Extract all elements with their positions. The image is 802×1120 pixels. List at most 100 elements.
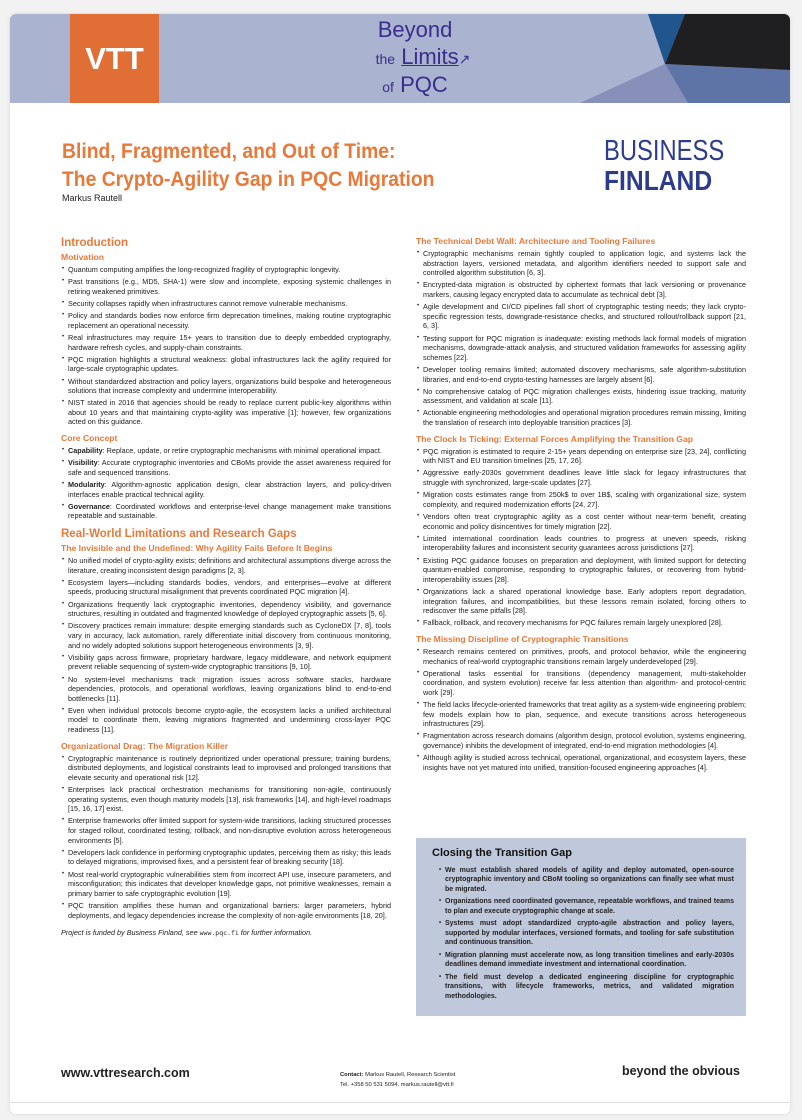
list-item: Quantum computing amplifies the long-rec… xyxy=(61,265,391,275)
list-item: Capability: Replace, update, or retire c… xyxy=(61,446,391,456)
event-logo-line1: Beyond xyxy=(377,17,453,42)
poster-title: Blind, Fragmented, and Out of Time: The … xyxy=(62,138,434,194)
list-item: Testing support for PQC migration is ina… xyxy=(416,334,746,363)
list-item: Enterprise frameworks offer limited supp… xyxy=(61,816,391,845)
footer-website[interactable]: www.vttresearch.com xyxy=(61,1066,190,1080)
event-logo: Beyond the Limits↗ of PQC xyxy=(310,16,510,100)
closing-list: We must establish shared models of agili… xyxy=(438,866,734,1001)
poster: VTT Beyond the Limits↗ of PQC Blind, Fra… xyxy=(10,14,790,1114)
footer-tagline: beyond the obvious xyxy=(621,1064,740,1078)
list-item: Migration planning must accelerate now, … xyxy=(438,951,734,970)
discipline-list: Research remains centered on primitives,… xyxy=(416,647,746,773)
closing-box: Closing the Transition Gap We must estab… xyxy=(416,838,746,1016)
title-line1: Blind, Fragmented, and Out of Time: xyxy=(62,140,396,163)
author: Markus Rautell xyxy=(62,193,123,203)
list-item: Security collapses rapidly when infrastr… xyxy=(61,299,391,309)
subheading-motivation: Motivation xyxy=(61,252,104,262)
list-item: Past transitions (e.g., MD5, SHA-1) were… xyxy=(61,277,391,296)
list-item: Migration costs estimates range from 250… xyxy=(416,490,746,509)
list-item: Encrypted-data migration is obstructed b… xyxy=(416,280,746,299)
section-heading-gaps: Real-World Limitations and Research Gaps xyxy=(61,528,297,540)
list-item: No comprehensive catalog of PQC migratio… xyxy=(416,387,746,406)
list-item: Enterprises lack practical orchestration… xyxy=(61,785,391,814)
list-item: Cryptographic mechanisms remain tightly … xyxy=(416,249,746,278)
contact-tel: Tel. +358 50 531 5094, markus.rautell@vt… xyxy=(340,1082,454,1088)
drag-list: Cryptographic maintenance is routinely d… xyxy=(61,754,391,920)
contact-label: Contact: xyxy=(340,1072,364,1078)
business-finland-logo: BUSINESS FINLAND xyxy=(604,136,751,196)
list-item: Operational tasks essential for transiti… xyxy=(416,669,746,698)
list-item: Without standardized abstraction and pol… xyxy=(61,377,391,396)
list-item: No unified model of crypto-agility exist… xyxy=(61,556,391,575)
list-item: Organizations need coordinated governanc… xyxy=(438,897,734,916)
list-item: Cryptographic maintenance is routinely d… xyxy=(61,754,391,783)
funding-note: Project is funded by Business Finland, s… xyxy=(61,928,391,939)
term: Governance xyxy=(68,501,110,511)
right-column: The Technical Debt Wall: Architecture an… xyxy=(416,234,746,778)
header-band: VTT Beyond the Limits↗ of PQC xyxy=(10,14,790,103)
term-description: : Algorithm-agnostic application design,… xyxy=(68,480,391,499)
list-item: Agile development and CI/CD pipelines fa… xyxy=(416,302,746,331)
list-item: PQC transition amplifies these human and… xyxy=(61,901,391,920)
section-heading-introduction: Introduction xyxy=(61,237,129,249)
bf-logo-line2: FINLAND xyxy=(604,165,713,196)
left-column: Introduction Motivation Quantum computin… xyxy=(61,234,391,939)
list-item: The field must develop a dedicated engin… xyxy=(438,973,734,1001)
list-item: Research remains centered on primitives,… xyxy=(416,647,746,666)
list-item: Modularity: Algorithm-agnostic applicati… xyxy=(61,480,391,499)
list-item: PQC migration highlights a structural we… xyxy=(61,355,391,374)
list-item: Although agility is studied across techn… xyxy=(416,753,746,772)
term-description: : Coordinated workflows and enterprise-l… xyxy=(68,501,391,521)
term: Modularity xyxy=(68,480,105,490)
list-item: Real infrastructures may require 15+ yea… xyxy=(61,333,391,352)
title-line2: The Crypto-Agility Gap in PQC Migration xyxy=(62,168,435,191)
closing-heading: Closing the Transition Gap xyxy=(432,847,572,859)
list-item: The field lacks lifecycle-oriented frame… xyxy=(416,700,746,729)
list-item: Most real-world cryptographic vulnerabil… xyxy=(61,870,391,899)
list-item: Fragmentation across research domains (a… xyxy=(416,731,746,750)
list-item: Even when individual protocols become cr… xyxy=(61,706,391,735)
deco-triangle-mid xyxy=(665,64,790,103)
deco-triangle-dark xyxy=(665,14,790,70)
funding-before: Project is funded by Business Finland, s… xyxy=(61,928,200,938)
event-logo-limits: Limits xyxy=(401,44,459,69)
list-item: Visibility gaps across firmware, proprie… xyxy=(61,653,391,672)
list-item: Aggressive early-2030s government deadli… xyxy=(416,468,746,487)
debt-list: Cryptographic mechanisms remain tightly … xyxy=(416,249,746,428)
list-item: Fallback, rollback, and recovery mechani… xyxy=(416,618,746,628)
subheading-invisible: The Invisible and the Undefined: Why Agi… xyxy=(61,543,333,553)
list-item: Systems must adopt standardized crypto-a… xyxy=(438,919,734,947)
decorative-shapes xyxy=(580,14,790,103)
vtt-logo: VTT xyxy=(70,14,159,103)
list-item: Organizations frequently lack cryptograp… xyxy=(61,600,391,619)
list-item: Developer tooling remains limited; autom… xyxy=(416,365,746,384)
contact-name: Markus Rautell, Research Scientist xyxy=(363,1072,456,1078)
event-logo-of: of xyxy=(382,79,394,95)
list-item: Policy and standards bodies now enforce … xyxy=(61,311,391,330)
deco-triangle-blue xyxy=(648,14,685,64)
funding-after: for further information. xyxy=(238,928,313,938)
arrow-up-right-icon: ↗ xyxy=(458,51,471,67)
list-item: Actionable engineering methodologies and… xyxy=(416,408,746,427)
term-description: : Replace, update, or retire cryptograph… xyxy=(102,446,382,456)
event-logo-the: the xyxy=(375,51,396,67)
list-item: Visibility: Accurate cryptographic inven… xyxy=(61,458,391,477)
subheading-core-concept: Core Concept xyxy=(61,433,118,444)
subheading-technical-debt: The Technical Debt Wall: Architecture an… xyxy=(416,236,656,246)
invisible-list: No unified model of crypto-agility exist… xyxy=(61,556,391,735)
term: Capability xyxy=(68,446,103,456)
footer-divider xyxy=(10,1102,790,1103)
subheading-clock: The Clock Is Ticking: External Forces Am… xyxy=(416,433,693,444)
clock-list: PQC migration is estimated to require 2-… xyxy=(416,447,746,628)
motivation-list: Quantum computing amplifies the long-rec… xyxy=(61,265,391,427)
list-item: NIST stated in 2016 that agencies should… xyxy=(61,398,391,427)
list-item: We must establish shared models of agili… xyxy=(438,866,734,894)
deco-triangle-light xyxy=(580,64,688,103)
list-item: Developers lack confidence in performing… xyxy=(61,848,391,867)
list-item: PQC migration is estimated to require 2-… xyxy=(416,447,746,466)
subheading-discipline: The Missing Discipline of Cryptographic … xyxy=(416,633,629,644)
list-item: Discovery practices remain immature: des… xyxy=(61,621,391,650)
term: Visibility xyxy=(68,458,98,468)
event-logo-pqc: PQC xyxy=(400,72,448,97)
funding-link[interactable]: www.pqc.fi xyxy=(199,929,239,938)
